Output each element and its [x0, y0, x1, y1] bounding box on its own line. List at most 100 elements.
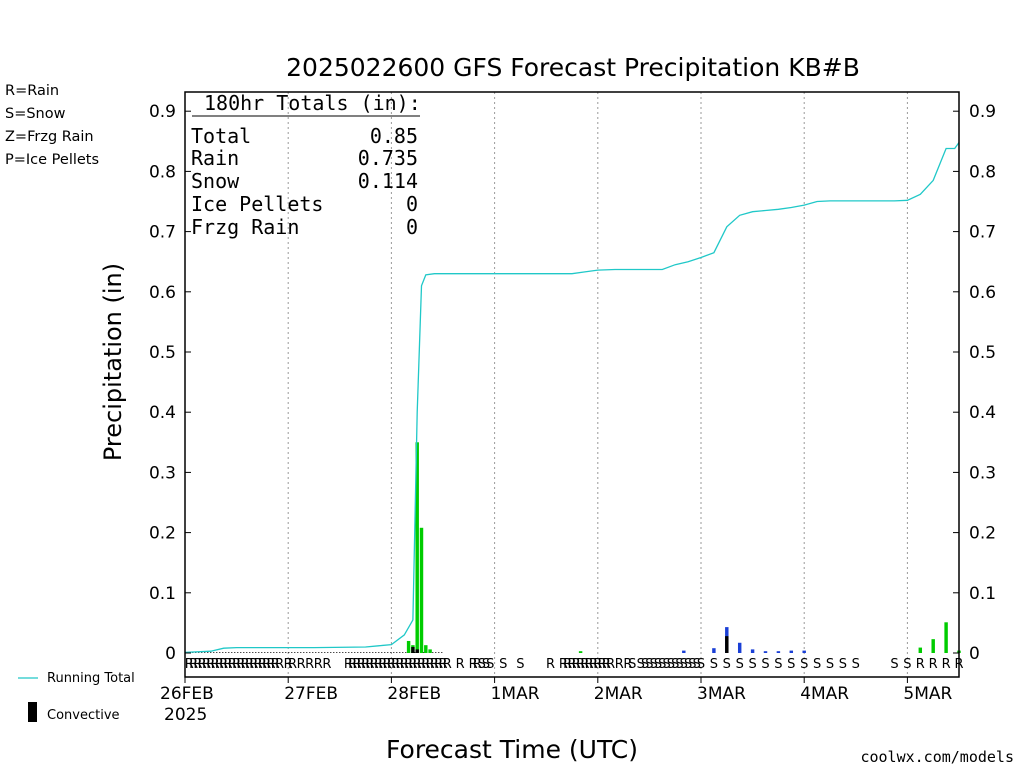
x-tick-label: 1MAR [491, 684, 540, 704]
ptype-marker: R [314, 657, 323, 672]
ptype-marker: R [585, 657, 594, 672]
y-tick-label-right: 0.6 [969, 283, 996, 303]
ptype-marker: S [667, 657, 675, 672]
ptype-marker: S [736, 657, 744, 672]
ptype-marker: R [443, 657, 452, 672]
ptype-marker: R [219, 657, 228, 672]
ptype-marker: S [637, 657, 645, 672]
totals-value-frzg-rain: 0 [406, 215, 418, 239]
ptype-marker: S [697, 657, 705, 672]
ptype-marker: R [348, 657, 357, 672]
legend-frzg-rain: Z=Frzg Rain [5, 129, 94, 145]
ptype-marker: S [662, 657, 670, 672]
convective-bar [415, 649, 419, 653]
ptype-marker: S [723, 657, 731, 672]
ptype-marker: R [430, 657, 439, 672]
precip-bar [424, 645, 428, 653]
ptype-marker: R [215, 657, 224, 672]
ptype-marker: R [365, 657, 374, 672]
precip-bars [189, 442, 961, 653]
bottom-legend: Running Total Convective [18, 671, 135, 723]
ptype-marker: S [710, 657, 718, 672]
ptype-marker: R [245, 657, 254, 672]
credit-text: coolwx.com/models [860, 748, 1014, 766]
precip-bar [712, 648, 716, 653]
precip-bar [802, 650, 806, 653]
ptype-marker: R [211, 657, 220, 672]
x-tick-label: 26FEB [160, 684, 214, 704]
ptype-marker: R [271, 657, 280, 672]
ptype-marker: R [589, 657, 598, 672]
ptype-marker: S [486, 657, 494, 672]
totals-value-ice-pellets: 0 [406, 192, 418, 216]
ptype-marker: S [688, 657, 696, 672]
convective-legend-swatch [28, 702, 37, 722]
y-tick-label-right: 0.7 [969, 223, 996, 243]
precip-bar [776, 651, 781, 653]
ptype-marker: R [305, 657, 314, 672]
legend-rain: R=Rain [5, 83, 59, 99]
ptype-marker: R [241, 657, 250, 672]
ptype-marker: R [254, 657, 263, 672]
ptype-marker: R [275, 657, 284, 672]
ptype-marker: R [606, 657, 615, 672]
ptype-marker: R [615, 657, 624, 672]
precip-bar [406, 640, 411, 653]
y-axis-right: 0 0.1 0.2 0.3 0.4 0.5 0.6 0.7 0.8 0.9 [953, 102, 996, 664]
x-tick-label: 3MAR [697, 684, 746, 704]
ptype-marker: S [890, 657, 898, 672]
ptype-marker: R [288, 657, 297, 672]
totals-box: 180hr Totals (in): Total 0.85 Rain 0.735… [191, 91, 421, 239]
y-tick-label-left: 0.6 [149, 283, 176, 303]
x-tick-label: 27FEB [284, 684, 338, 704]
totals-label-snow: Snow [191, 169, 240, 193]
ptype-marker: S [813, 657, 821, 672]
y-tick-label-left: 0.9 [149, 102, 176, 122]
ptype-marker: R [258, 657, 267, 672]
ptype-marker: S [645, 657, 653, 672]
ptype-marker: R [357, 657, 366, 672]
convective-legend-label: Convective [47, 708, 120, 723]
y-tick-label-left: 0.2 [149, 524, 176, 544]
precip-bar [428, 649, 432, 653]
chart-title: 2025022600 GFS Forecast Precipitation KB… [286, 53, 860, 82]
ptype-marker: R [223, 657, 232, 672]
precip-bar [944, 622, 948, 653]
y-tick-label-left: 0.5 [149, 343, 176, 363]
ptype-marker: R [942, 657, 951, 672]
ptype-marker: S [903, 657, 911, 672]
ptype-marker: R [417, 657, 426, 672]
ptype-marker: R [322, 657, 331, 672]
totals-label-rain: Rain [191, 146, 239, 170]
ptype-marker: R [404, 657, 413, 672]
y-tick-label-left: 0.7 [149, 223, 176, 243]
ptype-marker: S [482, 657, 490, 672]
precip-bar [578, 651, 583, 653]
totals-value-rain: 0.735 [358, 146, 418, 170]
ptype-marker: S [800, 657, 808, 672]
x-axis-label: Forecast Time (UTC) [386, 735, 638, 764]
y-tick-label-right: 0.1 [969, 584, 996, 604]
totals-value-total: 0.85 [370, 124, 418, 148]
ptype-marker: R [602, 657, 611, 672]
y-tick-label-left: 0 [165, 644, 176, 664]
y-axis-left: 0 0.1 0.2 0.3 0.4 0.5 0.6 0.7 0.8 0.9 [149, 102, 191, 664]
ptype-marker: R [559, 657, 568, 672]
y-tick-label-left: 0.1 [149, 584, 176, 604]
ptype-marker: S [658, 657, 666, 672]
y-tick-label-left: 0.8 [149, 162, 176, 182]
ptype-marker: R [598, 657, 607, 672]
ptype-marker: R [434, 657, 443, 672]
ptype-marker: R [228, 657, 237, 672]
ptype-marker: R [456, 657, 465, 672]
running-total-series [184, 142, 960, 654]
ptype-marker: R [185, 657, 194, 672]
ptype-marker: S [787, 657, 795, 672]
ptype-marker: S [684, 657, 692, 672]
y-tick-label-left: 0.4 [149, 403, 176, 423]
y-tick-label-right: 0 [969, 644, 980, 664]
precip-type-legend: R=Rain S=Snow Z=Frzg Rain P=Ice Pellets [5, 83, 99, 168]
ptype-marker: R [391, 657, 400, 672]
ptype-marker: R [206, 657, 215, 672]
